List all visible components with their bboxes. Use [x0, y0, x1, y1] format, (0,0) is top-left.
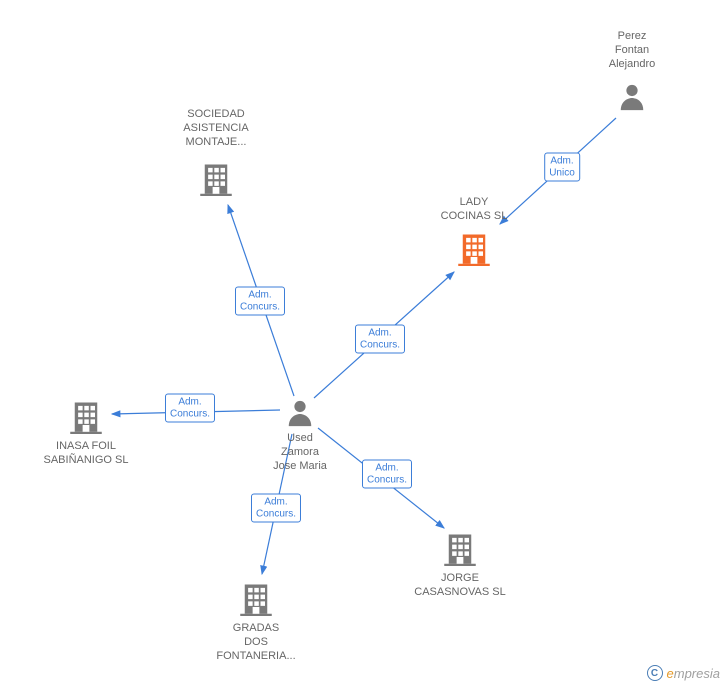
diagram-canvas: Used Zamora Jose Maria Perez Fontan Alej… [0, 0, 728, 685]
building-icon-gradas[interactable] [238, 580, 274, 621]
building-icon-lady[interactable] [456, 230, 492, 271]
node-label-inasa: INASA FOIL SABIÑANIGO SL [44, 440, 129, 468]
building-icon-jorge[interactable] [442, 530, 478, 571]
brand-cap: e [667, 666, 674, 681]
node-label-jorge: JORGE CASASNOVAS SL [414, 572, 506, 600]
node-label-used: Used Zamora Jose Maria [273, 432, 327, 473]
node-label-perez: Perez Fontan Alejandro [609, 30, 655, 71]
person-icon-perez[interactable] [617, 82, 647, 117]
brand-rest: mpresia [674, 666, 720, 681]
person-icon-used[interactable] [285, 398, 315, 433]
edge-label-used-inasa: Adm. Concurs. [165, 394, 215, 423]
copyright-icon: C [647, 665, 663, 681]
edge-label-used-lady: Adm. Concurs. [355, 325, 405, 354]
edge-label-used-gradas: Adm. Concurs. [251, 494, 301, 523]
node-label-lady: LADY COCINAS SL [441, 196, 508, 224]
brand-label: empresia [667, 666, 720, 681]
node-label-gradas: GRADAS DOS FONTANERIA... [216, 622, 295, 663]
footer: C empresia [647, 665, 720, 681]
node-label-sociedad: SOCIEDAD ASISTENCIA MONTAJE... [183, 108, 248, 149]
edge-label-used-jorge: Adm. Concurs. [362, 460, 412, 489]
edge-label-used-sociedad: Adm. Concurs. [235, 287, 285, 316]
building-icon-sociedad[interactable] [198, 160, 234, 201]
building-icon-inasa[interactable] [68, 398, 104, 439]
edge-label-perez-lady: Adm. Unico [544, 153, 580, 182]
